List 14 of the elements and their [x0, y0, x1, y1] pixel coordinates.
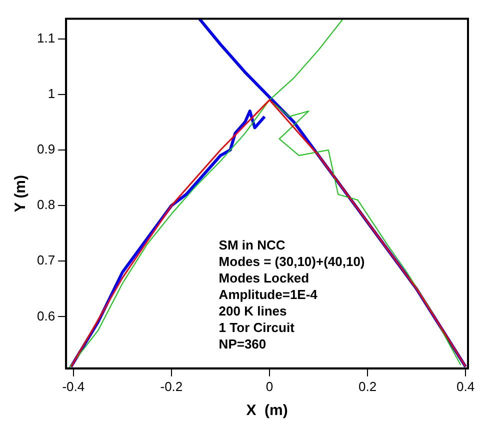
- x-tick-label: -0.2: [160, 378, 183, 394]
- y-tick-label: 1.1: [36, 30, 56, 46]
- y-axis-title: Y (m): [12, 174, 30, 212]
- y-tick-label: 1: [48, 86, 56, 101]
- y-tick-label: 0.6: [36, 308, 56, 324]
- y-tick-label: 0.8: [36, 197, 56, 212]
- x-tick-label: -0.4: [62, 378, 85, 394]
- y-tick-label: 0.7: [36, 252, 56, 268]
- x-tick-label: 0.2: [358, 378, 377, 394]
- x-tick-label: 0.4: [456, 378, 475, 394]
- y-tick-label: 0.9: [36, 142, 56, 157]
- annotation: SM in NCC Modes = (30,10)+(40,10) Modes Locked Amplitude=1E-4 200 K lines 1 Tor Circuit NP=360: [218, 238, 365, 352]
- x-axis-title: X (m): [246, 402, 288, 420]
- x-tick-label: 0: [266, 378, 274, 394]
